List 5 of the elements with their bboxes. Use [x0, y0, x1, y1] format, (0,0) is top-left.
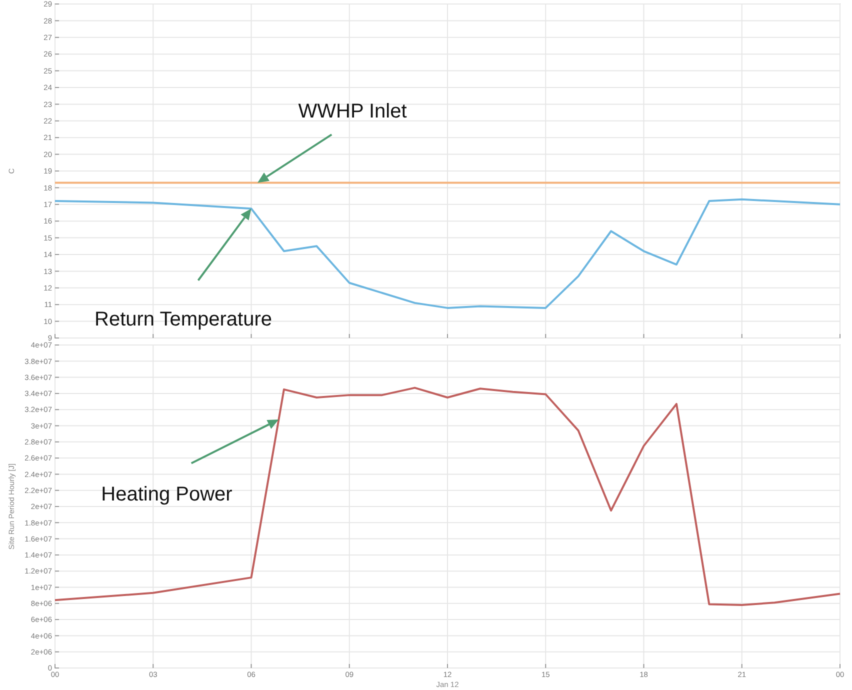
- series-label: Heating Power: [101, 484, 233, 506]
- text: Return Temperature: [94, 308, 272, 331]
- line-series: [54, 386, 841, 606]
- text: WWHP Inlet: [298, 100, 408, 123]
- line-series: [54, 198, 841, 309]
